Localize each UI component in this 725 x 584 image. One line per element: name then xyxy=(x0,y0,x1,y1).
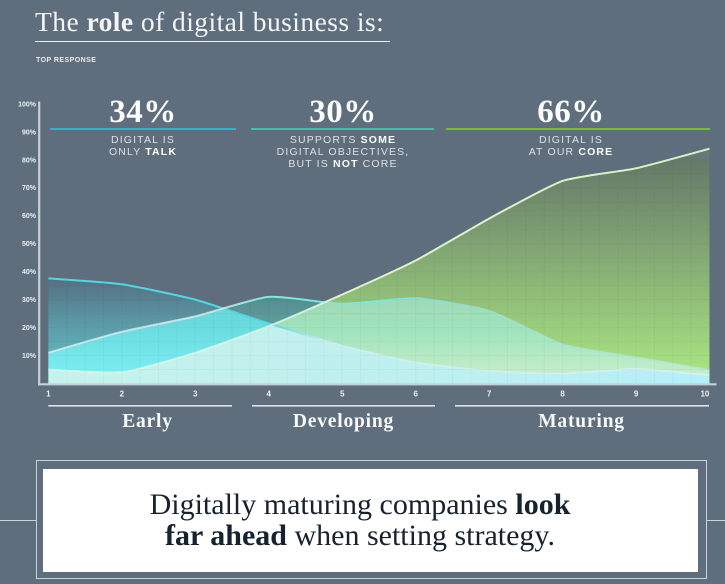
svg-text:20%: 20% xyxy=(22,325,37,332)
svg-text:10%: 10% xyxy=(22,353,37,360)
svg-text:40%: 40% xyxy=(22,269,37,276)
svg-text:70%: 70% xyxy=(22,185,37,192)
svg-text:9: 9 xyxy=(634,390,639,399)
svg-text:6: 6 xyxy=(413,390,418,399)
svg-text:80%: 80% xyxy=(22,157,37,164)
svg-text:4: 4 xyxy=(266,390,271,399)
svg-text:1: 1 xyxy=(46,390,51,399)
svg-text:8: 8 xyxy=(560,390,565,399)
svg-text:30%: 30% xyxy=(22,297,37,304)
svg-text:7: 7 xyxy=(487,390,492,399)
svg-text:3: 3 xyxy=(193,390,198,399)
svg-text:100%: 100% xyxy=(18,101,37,108)
svg-text:2: 2 xyxy=(120,390,125,399)
svg-text:60%: 60% xyxy=(22,213,37,220)
svg-text:50%: 50% xyxy=(22,241,37,248)
svg-text:10: 10 xyxy=(700,390,709,399)
svg-text:90%: 90% xyxy=(22,129,37,136)
svg-text:5: 5 xyxy=(340,390,345,399)
